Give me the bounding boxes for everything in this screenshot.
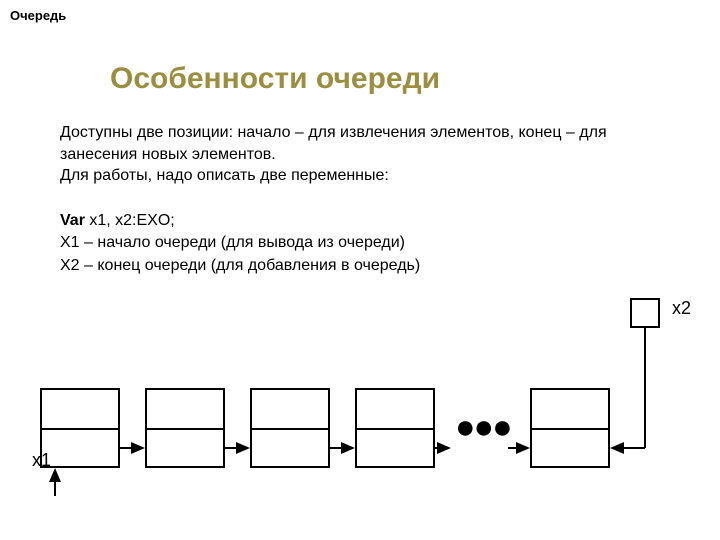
queue-node — [530, 388, 610, 468]
header-label: Очередь — [10, 8, 66, 23]
var-keyword: Var — [60, 212, 85, 229]
paragraph-1: Доступны две позиции: начало – для извле… — [60, 122, 660, 165]
queue-node — [355, 388, 435, 468]
body-text: Доступны две позиции: начало – для извле… — [60, 122, 660, 187]
queue-node — [250, 388, 330, 468]
queue-node — [145, 388, 225, 468]
code-line-3: X2 – конец очереди (для добавления в оче… — [60, 255, 660, 277]
queue-node — [40, 388, 120, 468]
x2-small-box — [630, 298, 660, 328]
x2-label: x2 — [672, 298, 691, 319]
x1-label: x1 — [32, 450, 51, 471]
code-block: Var x1, x2:EXO; X1 – начало очереди (для… — [60, 210, 660, 277]
var-declaration: x1, x2:EXO; — [85, 212, 175, 229]
code-line-1: Var x1, x2:EXO; — [60, 210, 660, 232]
ellipsis-dots: ●●● — [455, 410, 511, 444]
code-line-2: X1 – начало очереди (для вывода из очере… — [60, 232, 660, 254]
paragraph-2: Для работы, надо описать две переменные: — [60, 165, 660, 187]
page-title: Особенности очереди — [110, 62, 440, 96]
